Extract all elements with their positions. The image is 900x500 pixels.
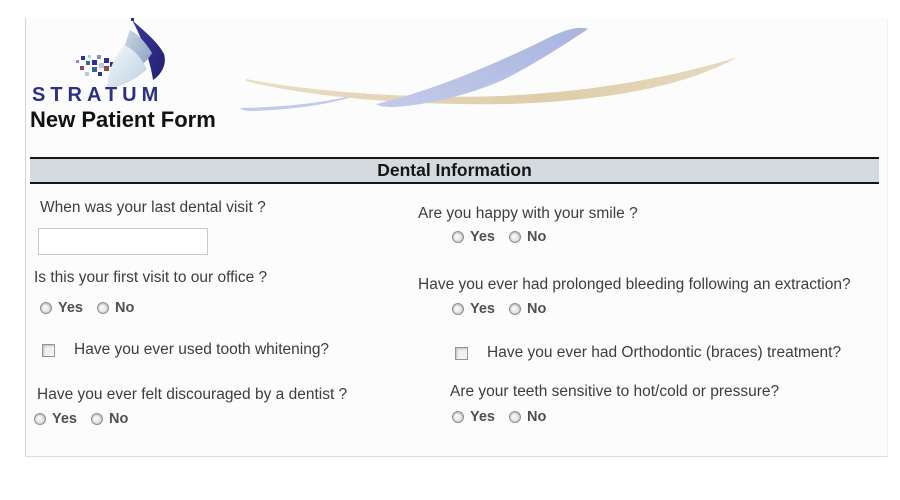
orthodontic-checkbox[interactable] (455, 346, 468, 360)
first-visit-no-radio[interactable] (97, 302, 109, 314)
yes-label: Yes (470, 301, 495, 317)
no-label: No (527, 301, 547, 317)
teeth-sensitive-radio-group: Yes No (452, 409, 554, 425)
prolonged-bleeding-yes-radio[interactable] (452, 303, 464, 315)
discouraged-no-radio[interactable] (91, 413, 103, 425)
stratum-logo (76, 18, 165, 89)
first-visit-yes-radio[interactable] (40, 302, 52, 314)
yes-label: Yes (52, 411, 77, 427)
tooth-whitening-row: Have you ever used tooth whitening? (42, 341, 329, 359)
question-teeth-sensitive: Are your teeth sensitive to hot/cold or … (450, 383, 780, 400)
header-swoosh-graphic (240, 27, 738, 111)
no-label: No (527, 409, 547, 425)
section-title: Dental Information (377, 160, 532, 180)
question-last-dental-visit: When was your last dental visit ? (40, 199, 266, 216)
first-visit-radio-group: Yes No (40, 300, 142, 316)
yes-label: Yes (58, 300, 83, 316)
pyramid-front-sail (107, 45, 147, 89)
orthodontic-row: Have you ever had Orthodontic (braces) t… (455, 344, 841, 362)
discouraged-radio-group: Yes No (34, 411, 136, 427)
yes-label: Yes (470, 409, 495, 425)
question-discouraged-by-dentist: Have you ever felt discouraged by a dent… (37, 386, 348, 403)
prolonged-bleeding-no-radio[interactable] (509, 303, 521, 315)
question-first-visit: Is this your first visit to our office ? (34, 269, 268, 286)
happy-smile-no-radio[interactable] (509, 231, 521, 243)
happy-smile-yes-radio[interactable] (452, 231, 464, 243)
tooth-whitening-label: Have you ever used tooth whitening? (74, 341, 330, 358)
yes-label: Yes (470, 229, 495, 245)
no-label: No (115, 300, 135, 316)
happy-smile-radio-group: Yes No (452, 229, 554, 245)
last-dental-visit-input[interactable] (38, 228, 208, 255)
no-label: No (527, 229, 547, 245)
discouraged-yes-radio[interactable] (34, 413, 46, 425)
page-title: New Patient Form (30, 107, 216, 132)
section-header: Dental Information (30, 157, 879, 184)
prolonged-bleeding-radio-group: Yes No (452, 301, 554, 317)
orthodontic-label: Have you ever had Orthodontic (braces) t… (487, 344, 842, 361)
question-prolonged-bleeding: Have you ever had prolonged bleeding fol… (418, 276, 851, 293)
teeth-sensitive-no-radio[interactable] (509, 411, 521, 423)
question-happy-with-smile: Are you happy with your smile ? (418, 205, 638, 222)
teeth-sensitive-yes-radio[interactable] (452, 411, 464, 423)
brand-name: STRATUM (32, 84, 164, 106)
tooth-whitening-checkbox[interactable] (42, 343, 55, 357)
no-label: No (109, 411, 129, 427)
